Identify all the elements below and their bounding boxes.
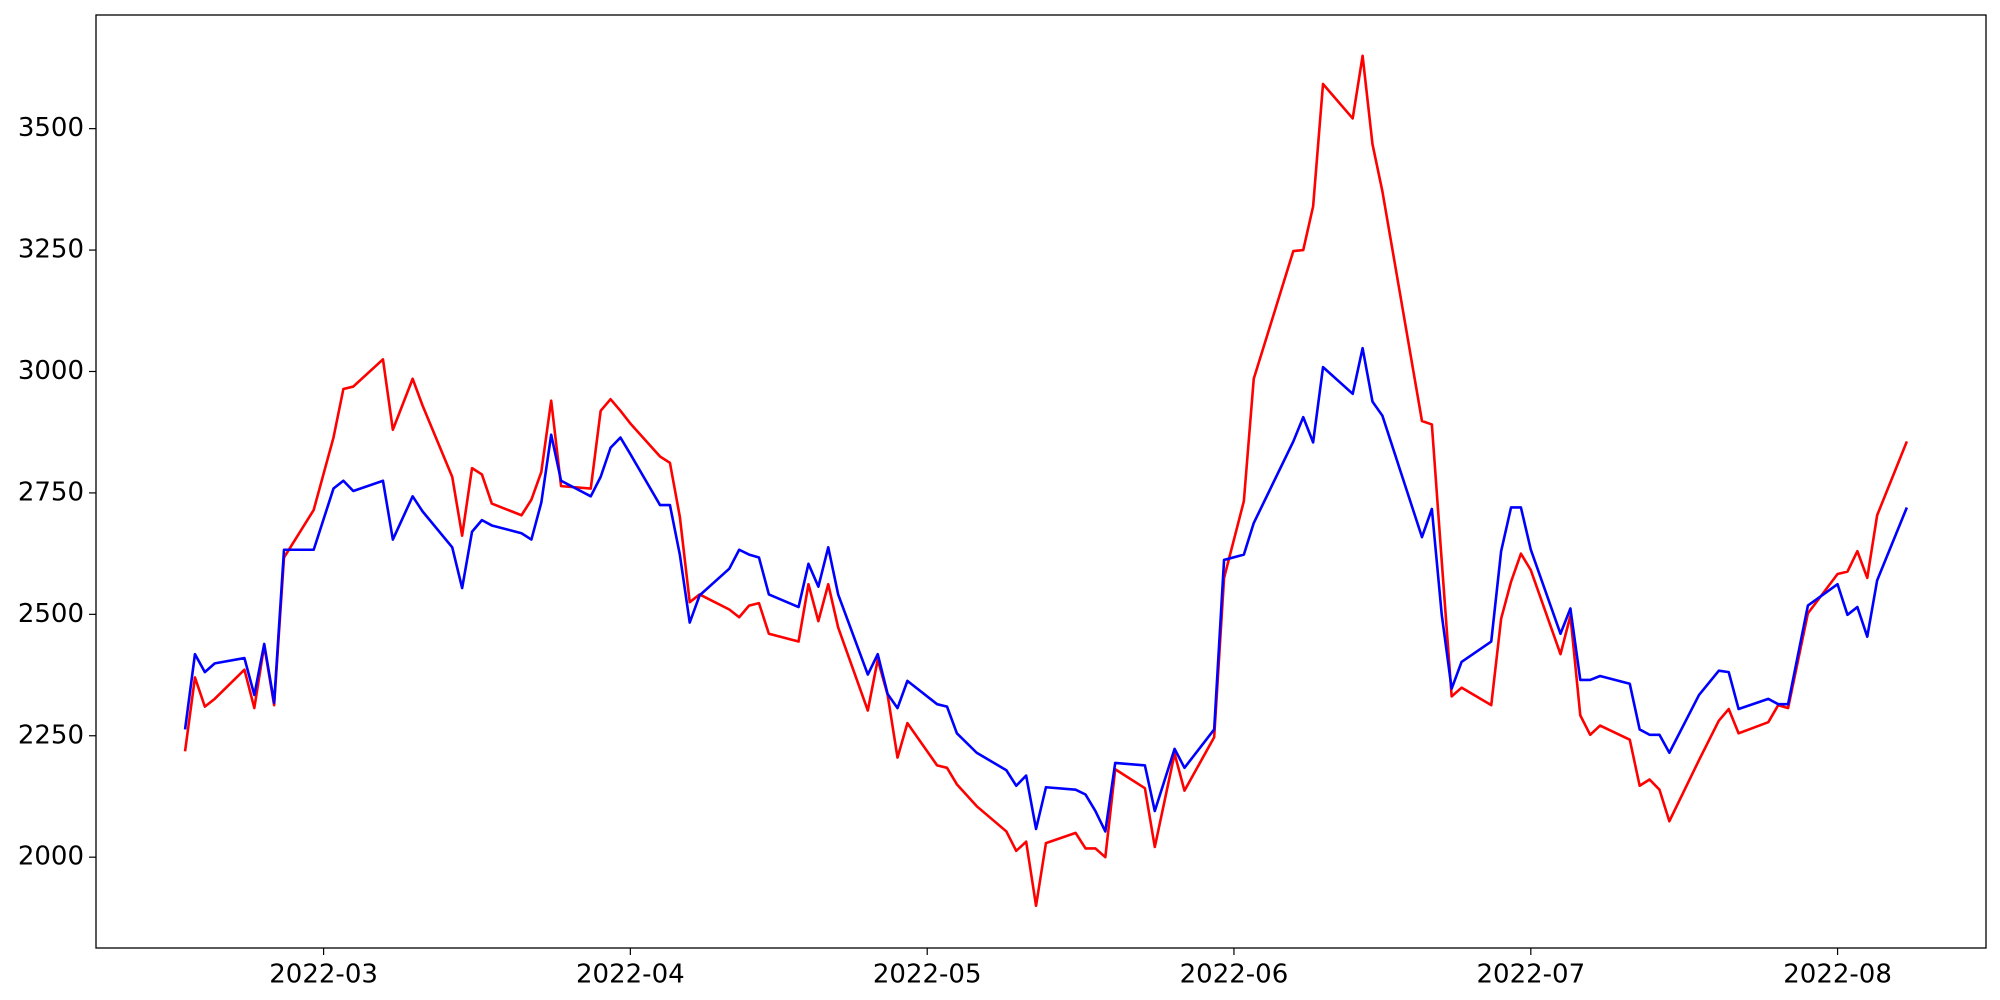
y-tick-label: 2250 bbox=[18, 720, 84, 750]
x-tick-label: 2022-08 bbox=[1783, 960, 1892, 990]
y-tick-label: 3500 bbox=[18, 113, 84, 143]
x-tick-label: 2022-03 bbox=[269, 960, 378, 990]
plot-frame bbox=[95, 14, 1987, 949]
y-tick-label: 2500 bbox=[18, 599, 84, 629]
data-line bbox=[183, 346, 1909, 833]
x-tick-label: 2022-04 bbox=[576, 960, 685, 990]
x-tick-label: 2022-05 bbox=[873, 960, 982, 990]
x-tick-label: 2022-07 bbox=[1476, 960, 1585, 990]
y-tick-label: 2750 bbox=[18, 477, 84, 507]
x-tick-label: 2022-06 bbox=[1180, 960, 1289, 990]
y-tick-label: 3000 bbox=[18, 356, 84, 386]
data-line bbox=[183, 54, 1909, 908]
y-tick-label: 3250 bbox=[18, 235, 84, 265]
y-tick-label: 2000 bbox=[18, 842, 84, 872]
